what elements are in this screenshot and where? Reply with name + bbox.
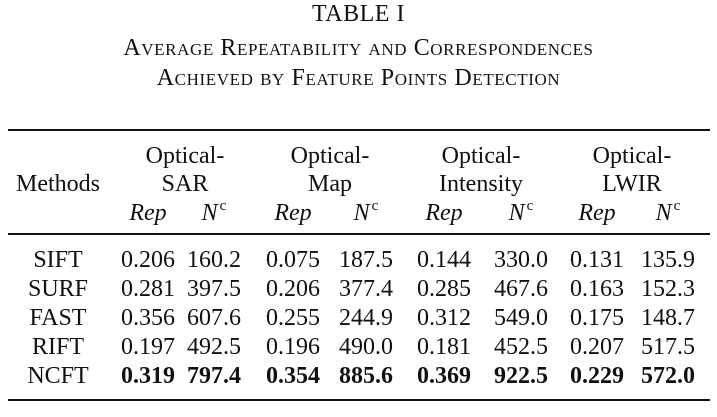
sub-header-n: N — [201, 200, 218, 226]
table-cell: 135.9 — [641, 247, 695, 273]
table-caption-label: TABLE I — [312, 1, 405, 27]
table-cell: 397.5 — [187, 276, 241, 302]
sub-header-n-superscript: c — [673, 198, 681, 214]
table-cell: 0.196 — [266, 334, 320, 360]
table-cell: 0.207 — [570, 334, 624, 360]
table-top-rule — [8, 129, 710, 131]
table-cell: 0.369 — [417, 363, 471, 389]
table-cell: 244.9 — [339, 305, 393, 331]
table-cell: 517.5 — [641, 334, 695, 360]
group-header-line2: LWIR — [602, 171, 662, 197]
method-name: NCFT — [27, 363, 89, 389]
table-cell: 187.5 — [339, 247, 393, 273]
table-bottom-rule — [8, 399, 710, 401]
sub-header-n: N — [508, 200, 525, 226]
group-header-line2: Map — [308, 171, 352, 197]
table-cell: 0.281 — [121, 276, 175, 302]
sub-header-rep: Rep — [425, 200, 463, 226]
table-cell: 377.4 — [339, 276, 393, 302]
table-cell: 148.7 — [641, 305, 695, 331]
table-cell: 0.131 — [570, 247, 624, 273]
table-cell: 452.5 — [494, 334, 548, 360]
table-cell: 0.181 — [417, 334, 471, 360]
table-cell: 467.6 — [494, 276, 548, 302]
table-cell: 0.356 — [121, 305, 175, 331]
table-cell: 0.206 — [121, 247, 175, 273]
sub-header-rep: Rep — [274, 200, 312, 226]
table-cell: 0.175 — [570, 305, 624, 331]
method-name: SIFT — [33, 247, 83, 273]
table-cell: 0.285 — [417, 276, 471, 302]
table-cell: 0.075 — [266, 247, 320, 273]
sub-header-n: N — [655, 200, 672, 226]
table-cell: 0.354 — [266, 363, 320, 389]
sub-header-rep: Rep — [129, 200, 167, 226]
group-header-line1: Optical- — [441, 143, 521, 169]
sub-header-rep: Rep — [578, 200, 616, 226]
method-name: FAST — [29, 305, 87, 331]
table-cell: 0.163 — [570, 276, 624, 302]
table-cell: 797.4 — [187, 363, 241, 389]
sub-header-n: N — [353, 200, 370, 226]
sub-header-n-superscript: c — [371, 198, 379, 214]
table-cell: 0.312 — [417, 305, 471, 331]
table-cell: 572.0 — [641, 363, 695, 389]
table-cell: 885.6 — [339, 363, 393, 389]
table-cell: 492.5 — [187, 334, 241, 360]
table-cell: 0.206 — [266, 276, 320, 302]
table-cell: 490.0 — [339, 334, 393, 360]
table-cell: 922.5 — [494, 363, 548, 389]
method-name: SURF — [27, 276, 89, 302]
sub-header-n-superscript: c — [219, 198, 227, 214]
group-header-line1: Optical- — [290, 143, 370, 169]
group-header-line2: SAR — [161, 171, 209, 197]
sub-header-n-superscript: c — [526, 198, 534, 214]
table-cell: 607.6 — [187, 305, 241, 331]
table-caption-title-line-1: Average Repeatability and Correspondence… — [123, 35, 594, 61]
table-cell: 0.144 — [417, 247, 471, 273]
group-header-line2: Intensity — [439, 171, 523, 197]
methods-column-header: Methods — [16, 171, 100, 197]
table-cell: 0.255 — [266, 305, 320, 331]
table-cell: 330.0 — [494, 247, 548, 273]
method-name: RIFT — [31, 334, 85, 360]
group-header-line1: Optical- — [592, 143, 672, 169]
table-header-rule — [8, 233, 710, 235]
table-cell: 152.3 — [641, 276, 695, 302]
table-cell: 0.197 — [121, 334, 175, 360]
table-cell: 0.229 — [570, 363, 624, 389]
group-header-line1: Optical- — [145, 143, 225, 169]
table-caption-title-line-2: Achieved by Feature Points Detection — [156, 65, 561, 91]
table-cell: 160.2 — [187, 247, 241, 273]
table-cell: 549.0 — [494, 305, 548, 331]
table-cell: 0.319 — [121, 363, 175, 389]
